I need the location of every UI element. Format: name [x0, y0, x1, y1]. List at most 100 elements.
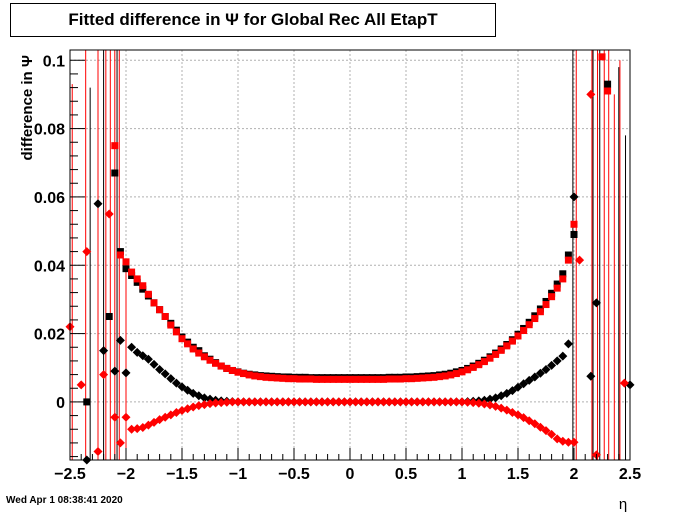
data-point-diamond [474, 398, 484, 408]
data-point-square [604, 87, 612, 95]
x-tick-label: 1 [458, 466, 467, 483]
x-tick-label: −0.5 [278, 466, 310, 483]
data-point-square [469, 363, 477, 371]
data-point-square [139, 282, 147, 290]
data-point-diamond [283, 397, 293, 407]
data-point-square [520, 327, 528, 335]
data-point-square [402, 375, 410, 383]
data-point-square [212, 359, 220, 367]
data-point-diamond [295, 397, 305, 407]
data-point-diamond [507, 386, 517, 396]
data-point-diamond [446, 397, 456, 407]
data-point-square [150, 299, 158, 307]
data-point-diamond [143, 354, 153, 364]
data-point-diamond [160, 369, 170, 379]
data-point-square [497, 346, 505, 354]
data-point-diamond [468, 398, 478, 408]
data-point-square [307, 375, 315, 383]
data-point-diamond [278, 397, 288, 407]
x-tick-label: 0.5 [395, 466, 417, 483]
data-point-diamond [127, 342, 137, 352]
x-tick-label: −1.5 [166, 466, 198, 483]
data-point-diamond [211, 398, 221, 408]
x-tick-label: 2 [570, 466, 579, 483]
data-point-diamond [334, 397, 344, 407]
data-point-square [189, 345, 197, 353]
date-stamp: Wed Apr 1 08:38:41 2020 [6, 495, 123, 506]
x-axis-label: η [619, 496, 627, 512]
data-point-diamond [558, 351, 568, 361]
data-point-square [223, 364, 231, 372]
data-point-square [284, 375, 292, 383]
error-bars [71, 50, 627, 460]
data-point-square [424, 374, 432, 382]
data-point-diamond [362, 397, 372, 407]
data-point-square [116, 251, 124, 259]
data-point-square [122, 258, 130, 266]
data-point-square [548, 293, 556, 301]
data-point-square [268, 374, 276, 382]
data-point-square [133, 275, 141, 283]
data-point-diamond [558, 436, 568, 446]
data-point-diamond [250, 397, 260, 407]
x-tick-label: 2.5 [619, 466, 641, 483]
data-point-diamond [317, 397, 327, 407]
data-point-square [464, 366, 472, 374]
data-point-square [335, 375, 343, 383]
data-point-diamond [121, 368, 131, 378]
data-point-square [408, 375, 416, 383]
data-point-square [167, 321, 175, 329]
data-point-diamond [345, 397, 355, 407]
data-point-diamond [115, 438, 125, 448]
data-point-square [352, 375, 360, 383]
data-point-square [385, 375, 393, 383]
y-tick-label: 0.06 [34, 190, 65, 207]
data-point-diamond [367, 397, 377, 407]
data-point-square [553, 284, 561, 292]
data-point-square [559, 275, 567, 283]
data-point-square [480, 358, 488, 366]
data-point-square [508, 337, 516, 345]
data-point-square [245, 371, 253, 379]
data-point-square [346, 375, 354, 383]
data-point-square [234, 368, 242, 376]
data-point-square [172, 328, 180, 336]
data-point-diamond [289, 397, 299, 407]
data-point-diamond [423, 397, 433, 407]
data-point-square [217, 362, 225, 370]
data-point-diamond [451, 397, 461, 407]
data-point-diamond [239, 397, 249, 407]
data-point-square [324, 375, 332, 383]
data-point-diamond [261, 397, 271, 407]
data-point-square [570, 220, 578, 228]
data-point-diamond [127, 424, 137, 434]
data-point-diamond [76, 380, 86, 390]
data-point-square [564, 256, 572, 264]
data-point-square [475, 361, 483, 369]
data-point-diamond [401, 397, 411, 407]
data-point-square [564, 251, 572, 259]
data-point-square [413, 374, 421, 382]
data-point-diamond [390, 397, 400, 407]
data-point-square [111, 142, 119, 150]
data-point-diamond [407, 397, 417, 407]
data-point-diamond [255, 397, 265, 407]
data-point-diamond [541, 364, 551, 374]
data-point-diamond [93, 446, 103, 456]
data-point-square [531, 315, 539, 323]
data-point-square [604, 80, 612, 88]
data-point-diamond [244, 397, 254, 407]
data-point-square [228, 366, 236, 374]
data-point-diamond [569, 192, 579, 202]
data-point-diamond [99, 370, 109, 380]
data-point-diamond [216, 398, 226, 408]
data-point-diamond [222, 397, 232, 407]
data-point-diamond [575, 255, 585, 265]
y-axis-label: difference in Ψ [19, 55, 36, 161]
data-point-diamond [530, 372, 540, 382]
y-tick-label: 0.02 [34, 327, 65, 344]
data-point-square [542, 301, 550, 309]
data-point-diamond [547, 360, 557, 370]
data-point-square [436, 373, 444, 381]
data-point-square [536, 308, 544, 316]
